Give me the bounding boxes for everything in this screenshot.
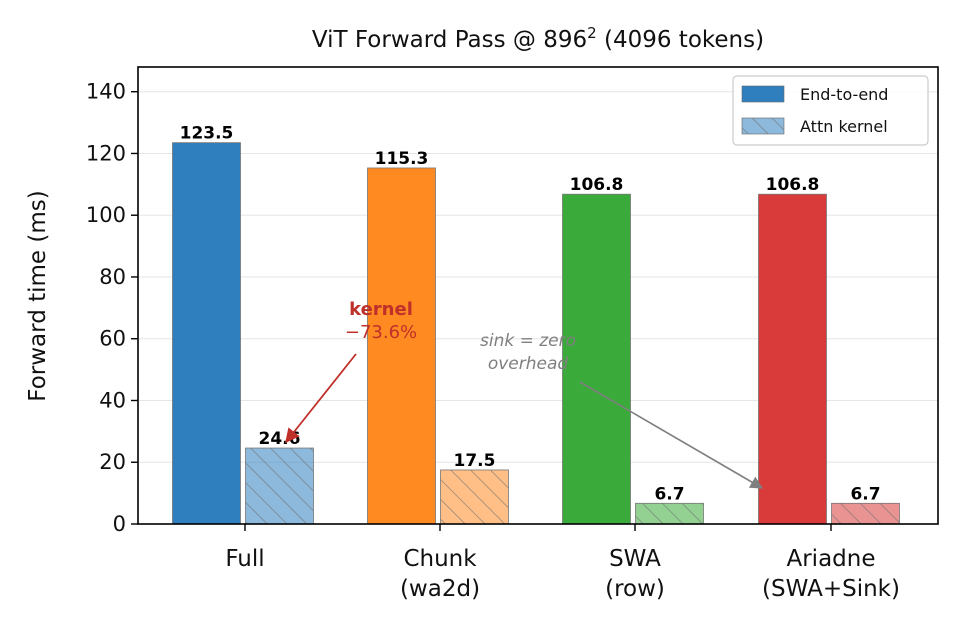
bar-end-to-end: [172, 142, 241, 525]
data-label-end-to-end: 123.5: [180, 124, 234, 144]
bar-attn-kernel-hatch: [635, 503, 704, 524]
data-label-end-to-end: 106.8: [766, 175, 820, 195]
x-tick-label: Chunk: [403, 546, 477, 572]
data-label-end-to-end: 106.8: [570, 175, 624, 195]
annotation-kernel-value: −73.6%: [345, 322, 417, 343]
y-tick-label: 60: [99, 327, 126, 351]
axes: 0 20 40 60 80 100 120 140 Full Chunk (wa2d) SWA (row…: [86, 80, 900, 602]
x-tick-label-line2: (wa2d): [400, 576, 480, 602]
plot-frame: [137, 66, 939, 525]
bar-attn-kernel-hatch: [440, 469, 509, 524]
bar-end-to-end: [758, 193, 827, 525]
data-label-attn-kernel: 17.5: [454, 451, 496, 471]
legend-label-end-to-end: End-to-end: [800, 85, 888, 104]
bar-attn-kernel-hatch: [245, 448, 314, 524]
chart-title: ViT Forward Pass @ 8962 (4096 tokens): [312, 24, 764, 53]
data-label-attn-kernel: 6.7: [654, 484, 684, 504]
y-axis-label: Forward time (ms): [25, 190, 51, 401]
bar-attn-kernel-hatch: [831, 503, 900, 524]
bar-end-to-end: [562, 193, 631, 525]
y-tick-label: 120: [86, 141, 126, 165]
legend-swatch-end-to-end: [741, 85, 785, 103]
annotation-kernel-arrow: [285, 353, 357, 444]
data-label-end-to-end: 115.3: [375, 149, 429, 169]
y-tick-label: 40: [99, 388, 126, 412]
annotation-sink-line2: overhead: [488, 354, 569, 374]
x-tick-label: SWA: [609, 546, 661, 572]
legend: End-to-end Attn kernel: [732, 75, 929, 146]
annotations: kernel−73.6% sink = zero overhead: [285, 299, 764, 489]
x-tick-label-line2: (SWA+Sink): [762, 576, 900, 602]
y-tick-label: 0: [113, 512, 126, 536]
annotation-sink-line1: sink = zero: [480, 331, 576, 351]
y-tick-label: 20: [99, 450, 126, 474]
x-tick-label-line2: (row): [605, 576, 665, 602]
y-tick-label: 100: [86, 203, 126, 227]
y-tick-label: 80: [99, 265, 126, 289]
legend-swatch-attn-kernel-hatch: [742, 118, 784, 134]
annotation-sink-arrow: [579, 381, 764, 489]
annotation-kernel-title: kernel: [349, 299, 413, 320]
y-tick-label: 140: [86, 80, 126, 104]
bar-end-to-end: [367, 167, 436, 525]
data-label-attn-kernel: 6.7: [850, 484, 880, 504]
legend-label-attn-kernel: Attn kernel: [800, 117, 888, 136]
x-tick-label: Full: [225, 546, 264, 572]
x-tick-label: Ariadne: [786, 546, 875, 572]
